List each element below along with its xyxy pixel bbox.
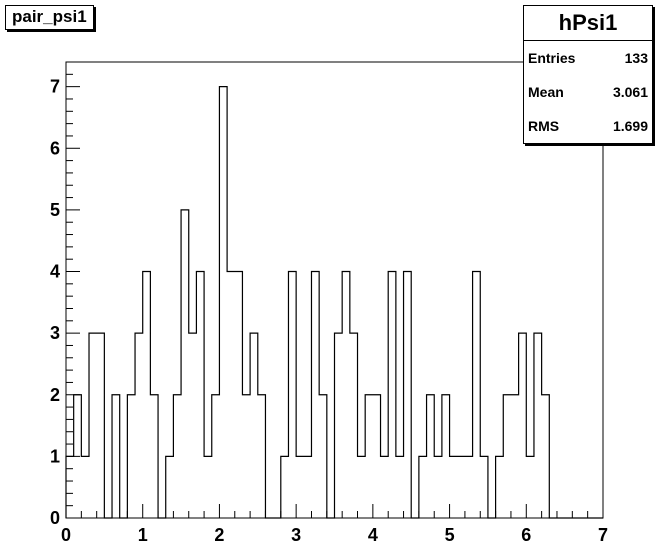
y-tick-label: 6 [50,138,60,158]
histogram-bin [350,333,358,518]
histogram-bin [212,395,220,518]
y-tick-label: 2 [50,385,60,405]
histogram-bin [150,395,158,518]
histogram-bin [242,395,250,518]
histogram-bin [204,456,212,518]
histogram-bin [480,456,488,518]
y-tick-label: 3 [50,323,60,343]
stats-name: hPsi1 [524,6,652,41]
y-tick-label: 7 [50,77,60,97]
x-tick-label: 1 [138,525,148,544]
stats-rms-label: RMS [528,118,560,134]
stats-row-mean: Mean 3.061 [524,75,652,109]
x-tick-label: 7 [598,525,608,544]
histogram-bin [381,456,389,518]
y-tick-label: 4 [50,262,60,282]
histogram-bin [135,333,143,518]
histogram-bin [519,333,527,518]
y-tick-label: 5 [50,200,60,220]
stats-rms-value: 1.699 [612,118,648,134]
histogram-bin [335,333,343,518]
histogram-bin [457,456,465,518]
histogram-bin [450,456,458,518]
histogram-bin [235,272,243,518]
histogram-bin [526,456,534,518]
histogram-bin [288,272,296,518]
y-tick-label: 0 [50,508,60,528]
stats-entries-label: Entries [528,50,576,66]
histogram-bin [388,272,396,518]
histogram-bin [181,210,189,518]
histogram-bin [427,395,435,518]
histogram-bin [534,333,542,518]
x-tick-label: 0 [61,525,71,544]
histogram-bin [442,395,450,518]
histogram-bin [258,395,266,518]
stats-box: hPsi1 Entries 133 Mean 3.061 RMS 1.699 [523,5,653,144]
histogram-bin [396,456,404,518]
histogram-bin [358,456,366,518]
histogram-bin [143,272,151,518]
histogram-bin [465,456,473,518]
histogram-bin [296,456,304,518]
histogram-bin [311,272,319,518]
stats-mean-value: 3.061 [612,84,648,100]
stats-row-entries: Entries 133 [524,41,652,75]
histogram-bin [342,272,350,518]
histogram-bin [304,456,312,518]
x-tick-label: 3 [291,525,301,544]
stats-mean-label: Mean [528,84,564,100]
histogram-bin [373,395,381,518]
histogram-bin [196,272,204,518]
histogram-bin [127,395,135,518]
histogram-bin [189,333,197,518]
histogram-bin [81,456,89,518]
histogram-bin [365,395,373,518]
histogram-bin [227,272,235,518]
histogram-title: pair_psi1 [5,5,94,30]
histogram-bin [166,456,174,518]
histogram-bin [496,456,504,518]
histogram-bin [542,395,550,518]
histogram-bin [404,272,412,518]
x-tick-label: 6 [521,525,531,544]
histogram-bin [503,395,511,518]
histogram-bin [89,333,97,518]
histogram-bin [319,395,327,518]
histogram-bin [281,456,289,518]
stats-row-rms: RMS 1.699 [524,109,652,143]
histogram-bin [112,395,120,518]
stats-entries-value: 133 [624,50,648,66]
histogram-bin [219,87,227,518]
x-tick-label: 4 [368,525,378,544]
x-tick-label: 2 [214,525,224,544]
histogram-bin [173,395,181,518]
histogram-bin [419,456,427,518]
histogram-bin [97,333,105,518]
histogram-bin [511,395,519,518]
y-tick-label: 1 [50,446,60,466]
x-tick-label: 5 [445,525,455,544]
histogram-bin [473,272,481,518]
histogram-bin [434,456,442,518]
histogram-bin [66,456,74,518]
histogram-bin [250,333,258,518]
